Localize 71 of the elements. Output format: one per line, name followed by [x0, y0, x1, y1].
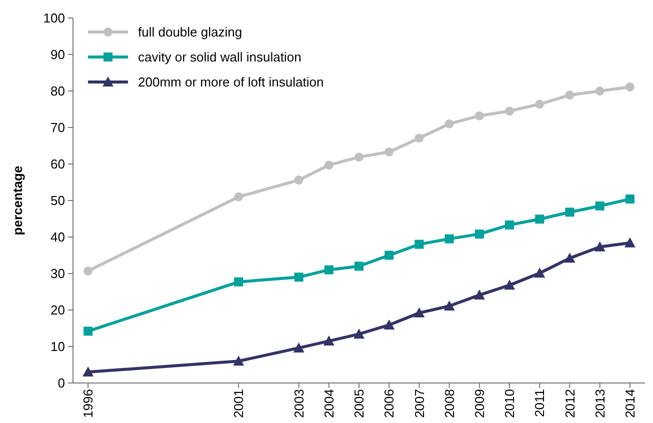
point — [82, 366, 94, 377]
point — [474, 230, 484, 239]
point — [234, 192, 244, 202]
x-tick-label: 2011 — [532, 389, 548, 417]
point — [535, 100, 544, 109]
point — [565, 208, 574, 217]
point — [505, 220, 514, 230]
point — [504, 280, 516, 290]
point — [444, 234, 454, 244]
y-tick-label: 50 — [50, 193, 65, 208]
point — [294, 176, 304, 185]
y-tick-label: 60 — [50, 156, 65, 172]
point — [323, 336, 334, 346]
point — [293, 342, 304, 352]
x-tick-label: 2003 — [291, 389, 306, 418]
x-tick-label: 2014 — [622, 389, 638, 418]
point — [384, 147, 394, 156]
x-tick-label: 2008 — [442, 389, 457, 418]
point — [354, 262, 364, 271]
point — [324, 160, 334, 170]
x-tick-label: 2013 — [592, 389, 608, 418]
x-tick-label: 2004 — [321, 389, 336, 418]
legend-label: 200mm or more of loft insulation — [138, 74, 324, 90]
y-tick-label: 70 — [50, 120, 65, 136]
point — [384, 319, 395, 330]
legend-label: full double glazing — [138, 24, 242, 40]
x-tick-label: 2005 — [352, 389, 367, 418]
point — [444, 119, 454, 128]
y-tick-label: 40 — [50, 230, 65, 245]
point — [565, 90, 574, 100]
point — [444, 300, 455, 310]
point — [594, 241, 606, 252]
x-tick-label: 2007 — [412, 389, 427, 418]
point — [535, 214, 544, 224]
point — [474, 290, 485, 300]
legend-label: cavity or solid wall insulation — [138, 50, 302, 65]
point — [233, 356, 244, 366]
y-tick-label: 0 — [58, 376, 65, 391]
y-tick-label: 10 — [50, 339, 65, 354]
point — [414, 134, 424, 143]
x-tick-label: 2006 — [382, 389, 397, 418]
point — [534, 268, 546, 278]
x-tick-label: 2012 — [562, 389, 578, 418]
y-tick-label: 80 — [50, 84, 65, 99]
point — [294, 272, 304, 282]
point — [625, 82, 634, 92]
x-tick-label: 2010 — [502, 389, 518, 418]
y-axis-title: percentage — [10, 166, 25, 236]
point — [624, 237, 636, 248]
point — [84, 266, 93, 276]
point — [564, 252, 576, 263]
point — [505, 106, 514, 116]
point — [625, 194, 634, 204]
y-tick-label: 90 — [50, 47, 65, 62]
x-tick-label: 2009 — [472, 389, 487, 418]
point — [414, 240, 424, 249]
point — [84, 326, 93, 336]
point — [354, 152, 364, 162]
point — [474, 111, 484, 120]
point — [595, 86, 604, 96]
y-tick-label: 30 — [50, 266, 65, 282]
y-tick-label: 20 — [50, 302, 65, 318]
point — [414, 307, 425, 318]
x-tick-label: 2001 — [231, 389, 246, 418]
point — [595, 201, 604, 210]
y-tick-label: 100 — [43, 10, 65, 26]
point — [234, 277, 244, 286]
point — [324, 265, 334, 274]
x-tick-label: 1996 — [80, 389, 96, 418]
point — [354, 328, 364, 339]
point — [384, 250, 394, 260]
